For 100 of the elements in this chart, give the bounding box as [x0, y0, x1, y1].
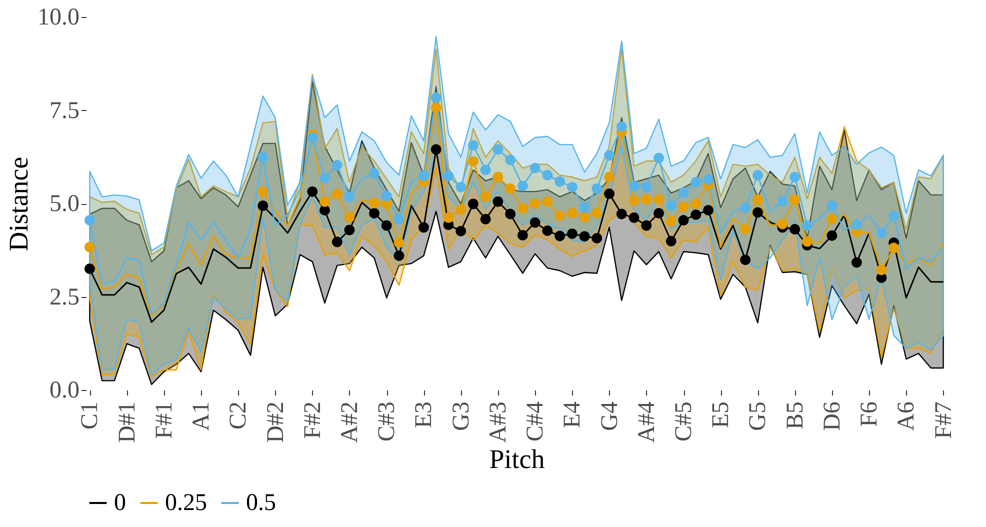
- point: [554, 230, 566, 242]
- x-tick-label: C#5: [671, 402, 698, 442]
- point: [641, 182, 652, 192]
- point: [802, 236, 812, 247]
- point: [332, 160, 342, 170]
- point: [307, 186, 318, 197]
- point: [480, 192, 491, 202]
- point: [851, 220, 862, 230]
- x-tick-label: D6: [819, 402, 846, 431]
- point: [456, 182, 466, 192]
- point: [826, 230, 838, 241]
- point: [678, 187, 689, 198]
- point: [492, 144, 504, 155]
- x-tick-label: G5: [745, 402, 772, 431]
- point: [690, 198, 702, 210]
- point: [666, 236, 676, 246]
- point: [381, 190, 392, 202]
- x-tick-label: E4: [560, 402, 586, 428]
- x-axis-title: Pitch: [489, 444, 546, 474]
- point: [344, 192, 355, 202]
- point: [492, 172, 504, 182]
- point: [258, 186, 268, 197]
- point: [456, 204, 466, 215]
- point: [84, 242, 95, 252]
- point: [790, 224, 800, 234]
- x-tick-label: E5: [708, 402, 734, 428]
- point: [320, 196, 330, 207]
- point: [678, 215, 689, 226]
- y-tick-label: 7.5: [50, 98, 80, 124]
- x-tick-label: C2: [226, 402, 252, 430]
- x-tick-label: C1: [77, 402, 104, 430]
- point: [566, 182, 578, 192]
- y-tick-label: 2.5: [50, 284, 80, 310]
- x-tick-label: F#7: [930, 402, 957, 439]
- point: [530, 162, 540, 174]
- point: [641, 220, 652, 231]
- point: [394, 237, 404, 248]
- point: [876, 264, 887, 276]
- point: [394, 250, 404, 261]
- point: [777, 196, 788, 206]
- point: [468, 156, 478, 167]
- point: [604, 188, 615, 200]
- point: [84, 264, 95, 274]
- point: [418, 222, 429, 233]
- point: [654, 194, 664, 205]
- point: [752, 207, 763, 218]
- point: [554, 176, 566, 187]
- point: [456, 226, 466, 236]
- x-tick-label: G4: [596, 402, 623, 431]
- point: [666, 216, 676, 227]
- point: [826, 214, 838, 224]
- point: [542, 225, 553, 236]
- point: [628, 180, 640, 192]
- point: [542, 170, 553, 180]
- legend-label: 0: [114, 490, 126, 516]
- point: [579, 202, 590, 213]
- point: [654, 152, 664, 164]
- point: [368, 208, 380, 218]
- point: [654, 208, 664, 218]
- x-tick-label: A6: [894, 402, 920, 431]
- point: [566, 228, 578, 239]
- point: [332, 236, 342, 248]
- x-tick-label: C#3: [374, 402, 400, 442]
- point: [678, 202, 689, 212]
- point: [443, 170, 454, 182]
- point: [480, 214, 491, 224]
- x-tick-label: B5: [782, 402, 808, 430]
- point: [579, 231, 590, 242]
- point: [394, 214, 404, 224]
- point: [876, 228, 887, 238]
- point: [480, 164, 491, 176]
- point: [468, 140, 478, 151]
- x-tick-label: A#2: [336, 402, 363, 443]
- point: [468, 198, 478, 210]
- point: [740, 254, 751, 266]
- point: [579, 212, 590, 223]
- point: [258, 152, 268, 162]
- point: [740, 202, 751, 213]
- point: [616, 208, 627, 220]
- point: [430, 102, 442, 113]
- point: [826, 200, 838, 211]
- point: [703, 174, 714, 185]
- point: [542, 196, 553, 207]
- point: [703, 204, 714, 216]
- point: [443, 212, 454, 223]
- point: [802, 220, 812, 231]
- point: [604, 150, 615, 161]
- point: [592, 208, 602, 218]
- x-tick-label: A#4: [634, 402, 660, 443]
- y-tick-label: 5.0: [50, 191, 80, 217]
- point: [641, 194, 652, 205]
- point: [851, 257, 862, 268]
- point: [332, 188, 342, 200]
- point: [505, 208, 516, 220]
- point: [430, 144, 442, 155]
- x-tick-label: D#1: [114, 402, 140, 443]
- point: [530, 217, 540, 228]
- x-tick-label: F6: [856, 402, 883, 427]
- point: [530, 198, 540, 209]
- point: [777, 218, 788, 230]
